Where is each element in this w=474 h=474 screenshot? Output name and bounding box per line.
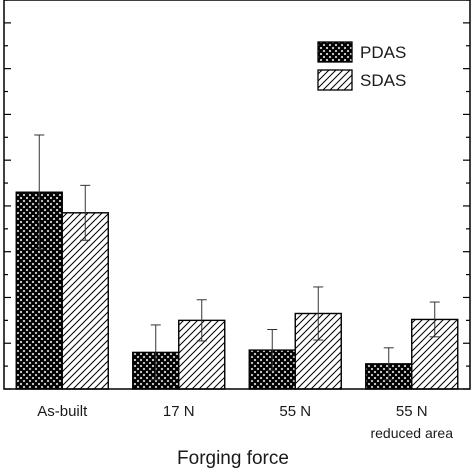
legend: PDAS SDAS [317, 41, 406, 91]
error-bar-sdas-0 [80, 184, 91, 241]
error-bar-sdas-3 [429, 301, 440, 338]
legend-label-pdas: PDAS [360, 43, 406, 62]
error-bar-pdas-3 [383, 347, 394, 381]
x-tick-label-2: 55 N [279, 403, 311, 420]
legend-swatch-pdas [317, 41, 353, 63]
legend-swatch-sdas [317, 69, 353, 91]
x-tick-sublabel-3: reduced area [370, 425, 453, 441]
bar-sdas-1 [178, 319, 226, 390]
legend-label-sdas: SDAS [360, 71, 406, 90]
x-tick-label-3: 55 N [396, 403, 428, 420]
axis-ticks-layer [4, 0, 470, 390]
x-tick-label-1: 17 N [163, 403, 195, 420]
x-axis-title: Forging force [177, 448, 289, 469]
bars-layer [15, 191, 459, 390]
error-bars-layer [34, 134, 440, 381]
x-tick-labels: As-built 17 N 55 N 55 N reduced area [37, 403, 453, 441]
x-tick-label-0: As-built [37, 403, 88, 420]
error-bar-pdas-2 [267, 329, 278, 372]
error-bar-pdas-0 [34, 134, 45, 250]
error-bar-sdas-1 [196, 299, 207, 342]
bar-sdas-0 [61, 212, 109, 390]
error-bar-sdas-2 [313, 286, 324, 341]
plot-frame [3, 0, 471, 390]
error-bar-pdas-1 [150, 324, 161, 381]
plot-area: As-built 17 N 55 N 55 N reduced area [3, 0, 471, 441]
